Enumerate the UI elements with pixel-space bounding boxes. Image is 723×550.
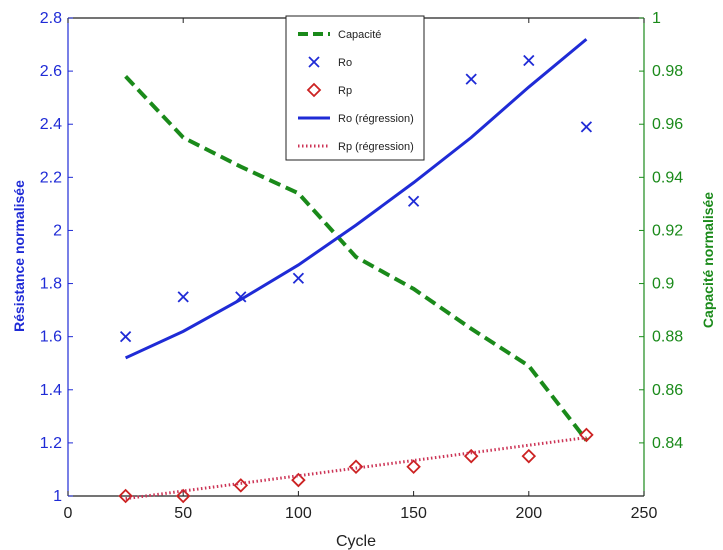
x-marker-stroke xyxy=(119,331,132,343)
y-left-tick-label: 1.8 xyxy=(40,276,62,293)
legend-label: Rp xyxy=(338,85,352,97)
legend-label: Capacité xyxy=(338,29,381,41)
series-line-rp-r-gression xyxy=(125,436,587,501)
x-axis-label: Cycle xyxy=(336,533,376,550)
y-right-tick-label: 1 xyxy=(652,10,661,27)
data-point-rp xyxy=(175,488,191,504)
data-point-rp xyxy=(118,488,133,504)
series-line-ro-r-gression xyxy=(124,38,588,360)
data-point-ro xyxy=(177,291,189,303)
data-point-ro xyxy=(523,54,535,67)
legend: Capacité Ro Rp Ro (régression) Rp (régressio… xyxy=(285,15,425,161)
axes: 0 50 100 150 200 250 1 1.2 1.4 1.6 1.8 2 2.2 2.4 2.6 2.… xyxy=(40,10,683,522)
legend-entry: Ro (régression) xyxy=(298,113,414,125)
y-right-tick-label: 0.86 xyxy=(652,382,683,399)
data-point-ro xyxy=(119,331,132,343)
y-right-tick-label: 0.98 xyxy=(652,63,683,80)
y-left-tick-label: 1.2 xyxy=(40,435,62,452)
legend-entry: Capacité xyxy=(298,29,381,41)
y-right-tick-label: 0.92 xyxy=(652,222,683,239)
x-tick-label: 50 xyxy=(174,505,192,522)
x-marker-stroke xyxy=(407,195,420,207)
y-right-tick-label: 0.96 xyxy=(652,116,683,133)
y-left-tick-label: 2.4 xyxy=(40,116,62,133)
x-marker-stroke xyxy=(292,272,305,284)
x-tick-label: 150 xyxy=(400,505,427,522)
data-point-ro xyxy=(292,272,305,284)
right-axis-label: Capacité normalisée xyxy=(700,192,716,328)
legend-label: Ro xyxy=(338,57,352,69)
x-marker-stroke xyxy=(580,121,593,133)
data-point-rp xyxy=(406,459,421,475)
y-right-tick-label: 0.84 xyxy=(652,435,683,452)
x-tick-label: 100 xyxy=(285,505,312,522)
data-point-rp xyxy=(579,427,594,443)
series-line-capacit xyxy=(124,75,588,442)
data-point-ro xyxy=(407,195,420,207)
legend-entry: Rp (régression) xyxy=(298,141,414,153)
legend-entry: Ro xyxy=(308,56,352,69)
legend-label: Rp (régression) xyxy=(338,141,414,153)
x-marker-stroke xyxy=(465,73,477,85)
left-axis-label: Résistance normalisée xyxy=(11,180,27,332)
legend-label: Ro (régression) xyxy=(338,113,414,125)
x-tick-label: 0 xyxy=(64,505,73,522)
data-point-rp xyxy=(233,478,249,493)
y-left-tick-label: 2 xyxy=(53,222,62,239)
y-right-tick-label: 0.94 xyxy=(652,169,683,186)
series-layer xyxy=(118,38,594,504)
legend-swatch xyxy=(306,82,322,98)
y-right-tick-label: 0.88 xyxy=(652,329,683,346)
x-tick-label: 200 xyxy=(515,505,542,522)
data-point-ro xyxy=(465,73,477,85)
y-right-tick-label: 0.9 xyxy=(652,276,674,293)
x-marker-stroke xyxy=(177,291,189,303)
y-left-tick-label: 1.6 xyxy=(40,329,62,346)
y-left-tick-label: 1 xyxy=(53,488,62,505)
x-tick-label: 250 xyxy=(631,505,658,522)
data-point-rp xyxy=(348,459,364,475)
y-left-tick-label: 2.8 xyxy=(40,10,62,27)
legend-swatch xyxy=(308,56,320,68)
data-point-rp xyxy=(521,448,537,464)
data-point-rp xyxy=(291,472,306,488)
y-left-tick-label: 1.4 xyxy=(40,382,62,399)
legend-entry: Rp xyxy=(306,82,352,98)
data-point-ro xyxy=(580,121,593,133)
x-marker-stroke xyxy=(523,54,535,67)
y-left-tick-label: 2.2 xyxy=(40,169,62,186)
y-left-tick-label: 2.6 xyxy=(40,63,62,80)
